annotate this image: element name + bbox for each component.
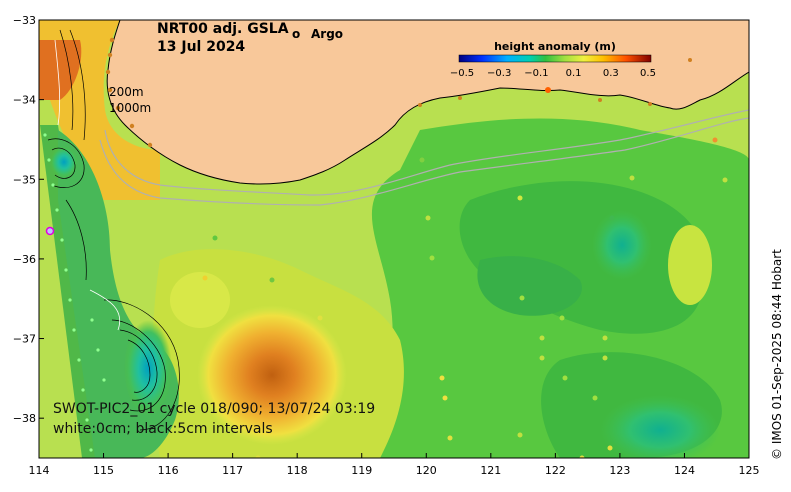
- colorbar-tick-label: −0.3: [487, 68, 511, 79]
- y-tick-label: −38: [13, 412, 36, 425]
- swot-cold-small: [50, 146, 78, 178]
- x-tick-label: 118: [287, 464, 308, 477]
- swot-contours: [47, 29, 180, 431]
- colorbar-tick-label: 0.5: [640, 68, 656, 79]
- x-tick-label: 117: [222, 464, 243, 477]
- y-tick-label: −36: [13, 253, 36, 266]
- warm-eddy: [197, 305, 347, 445]
- colorbar-tick-label: −0.1: [524, 68, 548, 79]
- coastline: [106, 20, 749, 185]
- x-tick-label: 122: [545, 464, 566, 477]
- y-tick-label: −34: [13, 94, 36, 107]
- y-tick-label: −35: [13, 173, 36, 186]
- colorbar-tick-label: 0.1: [566, 68, 582, 79]
- x-tick-label: 124: [674, 464, 695, 477]
- coastal-dots: [105, 37, 718, 148]
- date-title: 13 Jul 2024: [157, 39, 245, 55]
- x-tick-label: 115: [93, 464, 114, 477]
- yellow-blob-west: [170, 272, 230, 328]
- colorbar-title: height anomaly (m): [494, 40, 616, 53]
- argo-float-marker: [45, 226, 55, 236]
- contour-label-1000m: 1000m: [109, 101, 151, 115]
- shelf-hot-zone: [39, 40, 82, 100]
- land-east-corner: [685, 20, 749, 71]
- contour-label-200m: 200m: [109, 85, 144, 99]
- colorbar-tick-label: −0.5: [450, 68, 474, 79]
- colorbar-ticks: −0.5 −0.3 −0.1 0.1 0.3 0.5: [450, 68, 656, 79]
- x-axis: 114 115 116 117 118 119 120 121 122 123 124 125: [29, 453, 760, 477]
- swot-info-line2: white:0cm; black:5cm intervals: [53, 421, 273, 437]
- swot-info-line1: SWOT-PIC2_01 cycle 018/090; 13/07/24 03:…: [53, 401, 375, 417]
- x-tick-label: 120: [416, 464, 437, 477]
- product-title: NRT00 adj. GSLA: [157, 21, 289, 37]
- green-patch-1: [477, 256, 582, 316]
- obs-dots: [202, 157, 728, 458]
- map-area: [39, 20, 749, 458]
- x-tick-label: 119: [351, 464, 372, 477]
- x-tick-label: 114: [29, 464, 50, 477]
- colorbar-tick-label: 0.3: [603, 68, 619, 79]
- argo-legend-symbol: o: [292, 27, 300, 41]
- bathymetry-contours: [99, 109, 749, 206]
- colorbar: [458, 54, 652, 63]
- x-tick-label: 123: [609, 464, 630, 477]
- y-tick-label: −33: [13, 14, 36, 27]
- plot-frame: [38, 19, 750, 459]
- cold-eddy-east: [592, 210, 652, 280]
- yellow-blob-east: [668, 225, 712, 305]
- x-tick-label: 121: [480, 464, 501, 477]
- y-axis: −33 −34 −35 −36 −37 −38: [13, 14, 44, 425]
- swot-zero-contours: [54, 39, 121, 331]
- credit-text: © IMOS 01-Sep-2025 08:44 Hobart: [770, 249, 784, 460]
- cold-eddy-southeast: [600, 395, 720, 458]
- x-tick-label: 125: [739, 464, 760, 477]
- y-tick-label: −37: [13, 333, 36, 346]
- swot-track-dots: [43, 133, 106, 452]
- x-tick-label: 116: [158, 464, 179, 477]
- argo-legend-label: Argo: [311, 27, 343, 41]
